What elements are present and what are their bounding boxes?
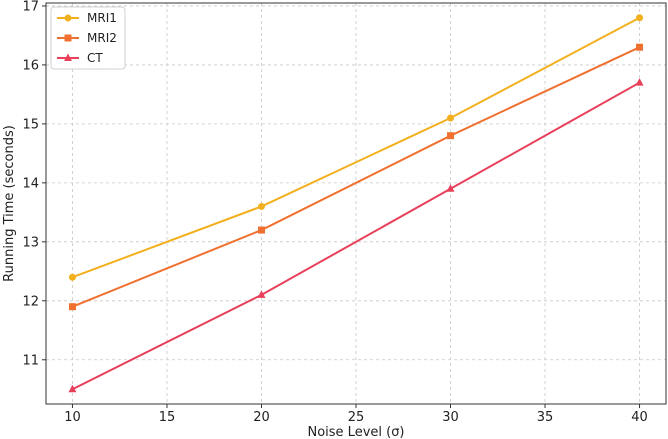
y-tick-label: 16	[22, 58, 39, 73]
x-tick-label: 10	[64, 410, 81, 425]
axis-ticks: 10 15 20 25 30 35 40 11 12 13 14 15 16 17	[22, 0, 647, 425]
series-line-mri2	[72, 46, 640, 308]
data-point-mri2	[447, 132, 455, 140]
data-point-ct	[635, 78, 644, 86]
legend: MRI1 MRI2 CT	[50, 6, 126, 70]
legend-box	[50, 6, 126, 70]
series-group	[68, 14, 644, 393]
data-point-ct	[257, 290, 266, 298]
x-tick-label: 35	[537, 410, 554, 425]
y-tick-label: 14	[22, 176, 39, 191]
data-point-ct	[446, 184, 455, 192]
y-tick-label: 15	[22, 117, 39, 132]
series-mri2	[68, 43, 644, 311]
data-point-mri1	[257, 202, 265, 210]
y-axis-label: Running Time (seconds)	[2, 125, 17, 282]
data-point-mri1	[636, 14, 644, 22]
legend-label-mri2: MRI2	[87, 31, 117, 45]
data-point-mri2	[636, 43, 644, 51]
grid	[46, 3, 666, 404]
y-tick-label: 11	[22, 353, 39, 368]
data-point-mri1	[68, 273, 76, 281]
x-tick-label: 30	[442, 410, 459, 425]
legend-label-ct: CT	[87, 51, 103, 65]
series-line-ct	[72, 81, 641, 391]
legend-marker-mri1	[64, 14, 72, 22]
x-tick-label: 25	[348, 410, 365, 425]
data-point-mri2	[257, 226, 265, 234]
y-tick-label: 17	[22, 0, 39, 14]
series-ct	[68, 78, 644, 393]
series-line-mri1	[72, 16, 641, 279]
x-tick-label: 40	[631, 410, 648, 425]
y-tick-label: 12	[22, 294, 39, 309]
x-tick-label: 20	[253, 410, 270, 425]
legend-marker-mri2	[64, 34, 72, 42]
legend-label-mri1: MRI1	[87, 11, 117, 25]
series-mri1	[68, 14, 644, 281]
data-point-ct	[68, 384, 77, 393]
x-tick-label: 15	[159, 410, 176, 425]
data-point-mri1	[447, 114, 455, 122]
legend-marker-ct	[64, 53, 72, 61]
x-axis-label: Noise Level (σ)	[307, 425, 404, 439]
y-tick-label: 13	[22, 235, 39, 250]
data-point-mri2	[68, 303, 76, 311]
